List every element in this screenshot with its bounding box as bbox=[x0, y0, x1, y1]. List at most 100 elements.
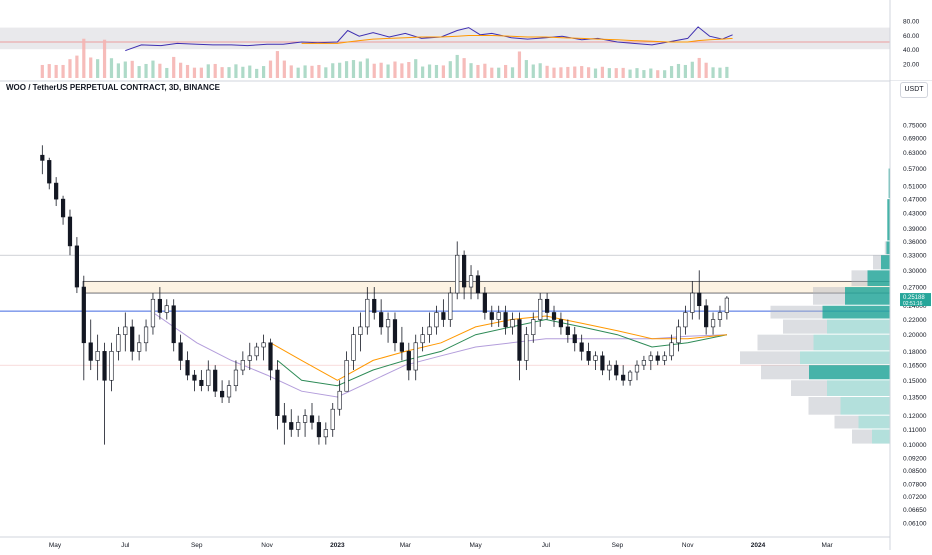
volume-bar bbox=[344, 61, 349, 78]
candle-up bbox=[261, 342, 266, 348]
candle-up bbox=[531, 319, 536, 335]
candle-up bbox=[95, 351, 100, 361]
candle-down bbox=[614, 364, 619, 376]
candle-up bbox=[724, 297, 729, 313]
volume-bar bbox=[96, 59, 100, 78]
volume-bar bbox=[725, 66, 729, 78]
price-tick-label: 0.06100 bbox=[903, 521, 927, 528]
time-tick-label: Mar bbox=[822, 542, 834, 549]
candle-down bbox=[47, 160, 52, 184]
price-tick-label: 0.69000 bbox=[903, 136, 927, 143]
candle-up bbox=[634, 364, 640, 373]
candle-down bbox=[503, 312, 508, 328]
candle-down bbox=[544, 298, 550, 313]
rsi-tick-label: 20.00 bbox=[903, 62, 920, 69]
volume-bar bbox=[282, 60, 286, 78]
candle-down bbox=[565, 326, 570, 335]
volume-bar bbox=[697, 57, 701, 78]
candle-down bbox=[600, 355, 605, 371]
price-tick-label: 0.24000 bbox=[903, 303, 927, 310]
currency-unit-button[interactable]: USDT bbox=[900, 82, 928, 98]
volume-bar bbox=[206, 64, 210, 78]
volume-profile-down bbox=[770, 305, 823, 319]
time-axis: May Jul Sep Nov 2023 Mar May Jul Sep Nov 2024 Mar bbox=[0, 536, 890, 549]
volume-profile-down bbox=[852, 429, 872, 444]
volume-profile-up bbox=[887, 199, 890, 241]
candle-down bbox=[74, 245, 79, 288]
candle-down bbox=[517, 319, 522, 361]
rsi-tick-label: 60.00 bbox=[903, 33, 920, 40]
volume-bar bbox=[82, 38, 86, 78]
candle-up bbox=[662, 355, 667, 361]
volume-profile-up bbox=[872, 429, 890, 444]
candle-up bbox=[123, 326, 128, 335]
volume-bar bbox=[434, 64, 439, 78]
candle-up bbox=[648, 355, 653, 361]
candle-up bbox=[510, 319, 515, 328]
volume-bar bbox=[358, 61, 363, 78]
candle-up bbox=[137, 342, 142, 352]
volume-profile-up bbox=[886, 241, 890, 255]
price-tick-label: 0.12000 bbox=[903, 413, 927, 420]
volume-bar bbox=[47, 64, 51, 78]
candle-down bbox=[130, 326, 135, 352]
candle-down bbox=[551, 312, 557, 320]
volume-bar bbox=[504, 64, 508, 78]
price-tick-label: 0.33000 bbox=[903, 253, 927, 260]
price-tick-label: 0.07200 bbox=[903, 494, 927, 501]
time-tick-label: May bbox=[470, 542, 483, 549]
time-tick-label: 2023 bbox=[330, 542, 345, 549]
volume-profile-down bbox=[834, 415, 859, 429]
volume-bar bbox=[324, 67, 328, 78]
chart-title: WOO / TetherUS PERPETUAL CONTRACT, 3D, B… bbox=[6, 83, 220, 92]
candle-down bbox=[489, 312, 494, 320]
price-tick-label: 0.09200 bbox=[903, 455, 927, 462]
candle-up bbox=[116, 334, 121, 352]
volume-bar bbox=[199, 67, 203, 78]
volume-bar bbox=[144, 63, 148, 78]
candle-up bbox=[710, 319, 716, 328]
volume-bar bbox=[393, 61, 397, 78]
volume-bar bbox=[462, 58, 466, 78]
volume-bar bbox=[351, 60, 356, 78]
volume-bar bbox=[192, 67, 197, 78]
candle-up bbox=[427, 326, 432, 335]
candle-up bbox=[254, 346, 259, 357]
volume-profile-up bbox=[800, 351, 890, 365]
price-tick-label: 0.08500 bbox=[903, 468, 927, 475]
volume-bar bbox=[296, 67, 300, 78]
volume-bar bbox=[102, 39, 107, 78]
volume-bar bbox=[379, 62, 383, 78]
rsi-ma-line bbox=[301, 35, 733, 44]
candle-down bbox=[102, 351, 107, 381]
price-tick-label: 0.13500 bbox=[903, 394, 927, 401]
candle-up bbox=[365, 298, 370, 328]
rsi-tick-label: 40.00 bbox=[903, 47, 920, 54]
candle-down bbox=[399, 342, 404, 352]
volume-bar bbox=[704, 62, 708, 78]
volume-bar bbox=[663, 70, 667, 78]
volume-bar bbox=[517, 51, 522, 78]
volume-bar bbox=[158, 63, 162, 78]
volume-bar bbox=[317, 64, 321, 78]
volume-bar bbox=[573, 66, 577, 78]
ema-slow-line bbox=[277, 318, 728, 387]
candle-up bbox=[434, 312, 439, 328]
volume-bar bbox=[545, 65, 549, 78]
candle-down bbox=[392, 319, 398, 344]
volume-bar bbox=[649, 68, 653, 78]
candle-down bbox=[213, 369, 218, 392]
price-tick-label: 0.16500 bbox=[903, 363, 927, 370]
candle-up bbox=[717, 312, 723, 320]
last-price-countdown: 02:51:16 bbox=[903, 301, 923, 307]
candle-down bbox=[462, 254, 467, 288]
time-tick-label: Jul bbox=[121, 542, 130, 549]
price-tick-label: 0.63000 bbox=[903, 150, 927, 157]
volume-profile-down bbox=[761, 365, 809, 380]
volume-bar bbox=[137, 66, 141, 78]
candle-down bbox=[185, 360, 190, 376]
volume-bar bbox=[40, 64, 44, 78]
volume-bar bbox=[130, 60, 134, 78]
volume-bar bbox=[497, 67, 501, 78]
volume-profile-up bbox=[813, 334, 890, 351]
